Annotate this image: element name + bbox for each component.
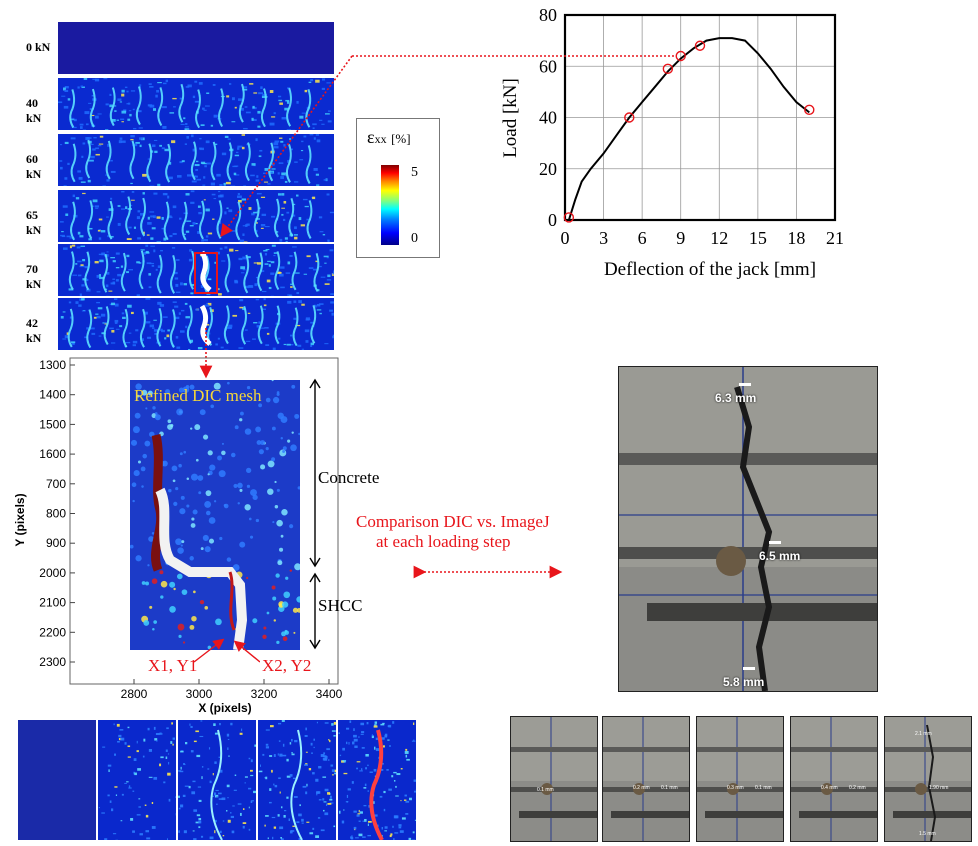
mesh-x-tick: 3400 bbox=[316, 687, 343, 701]
photo-thumbnail: 0.2 mm 0.1 mm bbox=[602, 716, 690, 842]
photo-dim-bottom: 5.8 mm bbox=[723, 675, 765, 689]
strip-label: 65 kN bbox=[26, 208, 42, 237]
chart-marker bbox=[675, 50, 686, 62]
comparison-line1: Comparison DIC vs. ImageJ bbox=[356, 512, 550, 531]
photo-thumbnail: 0.3 mm 0.1 mm bbox=[696, 716, 784, 842]
comparison-line2: at each loading step bbox=[376, 532, 511, 551]
legend-max-label: 5 bbox=[411, 165, 418, 180]
chart-marker bbox=[804, 104, 815, 116]
strain-strip bbox=[58, 298, 334, 350]
photo-thumbnail-label: 0.1 mm bbox=[537, 787, 554, 793]
mesh-y-tick: 2100 bbox=[39, 596, 66, 610]
x-tick-label: 3 bbox=[599, 228, 608, 248]
photo-thumbnail-label: 0.3 mm bbox=[727, 785, 744, 791]
photo-thumbnail: 0.4 mm 0.2 mm bbox=[790, 716, 878, 842]
strip-label: 60 kN bbox=[26, 152, 42, 181]
y-tick-label: 40 bbox=[539, 108, 557, 128]
photo-thumbnail-label: 0.2 mm bbox=[633, 785, 650, 791]
region-shcc-label: SHCC bbox=[318, 596, 363, 615]
mesh-x-tick: 3000 bbox=[186, 687, 213, 701]
y-tick-label: 80 bbox=[539, 5, 557, 25]
point1-label: X1, Y1 bbox=[148, 656, 198, 675]
colorbar bbox=[381, 165, 399, 245]
mesh-y-tick: 1400 bbox=[39, 388, 66, 402]
load-deflection-chart: 0 3 6 9 12 15 18 21 0 20 40 60 80 Deflection of the … bbox=[500, 5, 844, 280]
mesh-xlabel: X (pixels) bbox=[198, 701, 251, 715]
y-tick-label: 0 bbox=[548, 210, 557, 230]
strain-strip bbox=[58, 22, 334, 74]
chart-markers bbox=[563, 40, 815, 223]
chart-grid bbox=[564, 14, 836, 221]
plot-frame bbox=[563, 13, 837, 222]
mesh-ylabel: Y (pixels) bbox=[13, 493, 27, 546]
x-tick-label: 12 bbox=[710, 228, 728, 248]
photo-dim-middle: 6.5 mm bbox=[759, 549, 801, 563]
photo-thumbnail-label: 1.90 mm bbox=[929, 785, 949, 791]
photo-thumbnail-label: 1.5 mm bbox=[919, 831, 936, 837]
chart-marker bbox=[694, 40, 706, 51]
chart-xlabel: Deflection of the jack [mm] bbox=[604, 259, 816, 280]
dic-thumbnail bbox=[178, 720, 256, 840]
strip-label: 0 kN bbox=[26, 40, 51, 54]
photo-thumbnail: 2.1 mm 1.90 mm 1.5 mm bbox=[884, 716, 972, 842]
chart-ylabel: Load [kN] bbox=[500, 78, 521, 158]
strip-label: 70 kN bbox=[26, 262, 42, 291]
photo-thumbnail-label: 0.1 mm bbox=[755, 785, 772, 791]
chart-marker bbox=[624, 112, 635, 123]
dic-thumbnail bbox=[18, 720, 96, 840]
strip-label: 40 kN bbox=[26, 96, 42, 125]
colorbar-legend: εxx [%] 5 0 bbox=[356, 118, 440, 258]
point-arrows bbox=[193, 638, 260, 663]
x-tick-label: 15 bbox=[749, 228, 767, 248]
mesh-y-tick: 1500 bbox=[39, 417, 66, 431]
mesh-title: Refined DIC mesh bbox=[134, 386, 262, 405]
point2-label: X2, Y2 bbox=[262, 656, 312, 675]
mesh-y-tick: 1600 bbox=[39, 447, 66, 461]
photo-thumbnail: 0.1 mm bbox=[510, 716, 598, 842]
photo-thumbnail-label: 0.1 mm bbox=[661, 785, 678, 791]
mesh-y-tick: 1300 bbox=[39, 358, 66, 372]
photo-dim-top: 6.3 mm bbox=[715, 391, 757, 405]
x-tick-label: 18 bbox=[787, 228, 805, 248]
mesh-y-tick: 800 bbox=[46, 507, 66, 521]
strain-strip bbox=[58, 78, 334, 130]
load-deflection-curve bbox=[567, 37, 810, 221]
legend-title: εxx [%] bbox=[367, 127, 411, 147]
x-tick-label: 6 bbox=[638, 228, 647, 248]
mesh-x-tick: 3200 bbox=[251, 687, 278, 701]
mesh-y-tick: 2300 bbox=[39, 655, 66, 669]
mesh-y-tick: 700 bbox=[46, 477, 66, 491]
y-tick-label: 20 bbox=[539, 159, 557, 179]
mesh-x-tick-labels: 2800 3000 3200 3400 bbox=[121, 679, 343, 701]
refined-mesh-image: Refined DIC mesh bbox=[130, 380, 300, 650]
y-tick-label: 60 bbox=[539, 56, 557, 76]
strain-strip bbox=[58, 190, 334, 242]
crack-highlight-box bbox=[194, 252, 218, 294]
region-brackets bbox=[309, 378, 321, 650]
crack-photo: 6.3 mm 6.5 mm 5.8 mm bbox=[618, 366, 878, 692]
strain-strip bbox=[58, 134, 334, 186]
x-tick-label: 0 bbox=[561, 228, 570, 248]
mesh-y-tick: 2200 bbox=[39, 625, 66, 639]
photo-thumbnail-label: 2.1 mm bbox=[915, 731, 932, 737]
mesh-x-tick: 2800 bbox=[121, 687, 148, 701]
x-tick-label: 9 bbox=[676, 228, 685, 248]
dic-thumbnail bbox=[338, 720, 416, 840]
x-tick-label: 21 bbox=[826, 228, 844, 248]
mesh-y-tick: 900 bbox=[46, 536, 66, 550]
strip-label: 42 kN bbox=[26, 316, 42, 345]
legend-min-label: 0 bbox=[411, 231, 418, 246]
mesh-axes: 1300 1400 1500 1600 700 800 900 2000 2100 2200 230… bbox=[13, 357, 343, 715]
dic-thumbnail bbox=[258, 720, 336, 840]
region-concrete-label: Concrete bbox=[318, 468, 380, 487]
chart-marker bbox=[662, 63, 674, 75]
dic-thumbnail bbox=[98, 720, 176, 840]
mesh-y-tick-labels: 1300 1400 1500 1600 700 800 900 2000 2100 2200 230… bbox=[39, 358, 75, 669]
chart-tick-labels: 0 3 6 9 12 15 18 21 0 20 40 60 80 bbox=[539, 5, 844, 248]
chart-marker bbox=[563, 212, 575, 223]
photo-thumbnail-label: 0.2 mm bbox=[849, 785, 866, 791]
photo-thumbnail-label: 0.4 mm bbox=[821, 785, 838, 791]
mesh-y-tick: 2000 bbox=[39, 566, 66, 580]
